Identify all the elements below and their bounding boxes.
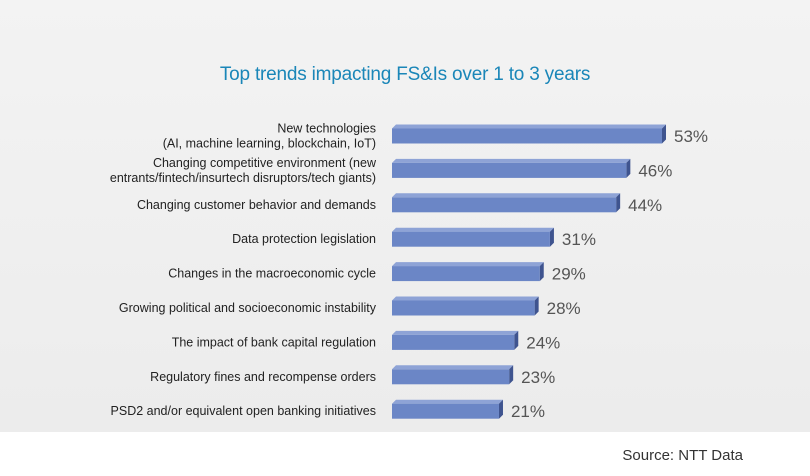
bar [392, 334, 515, 350]
chart-panel [0, 0, 810, 432]
value-label: 23% [521, 368, 555, 387]
bar [392, 403, 499, 419]
bar-top-face [392, 124, 666, 129]
category-label: New technologies [277, 122, 376, 136]
bar-side-face [514, 330, 519, 350]
bar-top-face [392, 399, 503, 404]
bar-top-face [392, 158, 631, 163]
value-label: 46% [638, 161, 672, 180]
bar [392, 266, 540, 282]
bar-side-face [616, 193, 621, 213]
category-label: Data protection legislation [232, 232, 376, 246]
category-label: entrants/fintech/insurtech disruptors/te… [110, 171, 376, 185]
source-note: Source: NTT Data [622, 447, 743, 464]
bar-top-face [392, 330, 519, 335]
bar-side-face [662, 124, 666, 144]
value-label: 44% [628, 196, 662, 215]
bar-top-face [392, 227, 554, 232]
value-label: 28% [547, 299, 581, 318]
bar [392, 162, 627, 178]
category-label: The impact of bank capital regulation [172, 335, 376, 349]
bar-side-face [534, 296, 539, 316]
bar-top-face [392, 365, 514, 370]
category-label: Changing competitive environment (new [153, 156, 377, 170]
bar-side-face [509, 365, 514, 385]
value-label: 53% [674, 127, 708, 146]
bar-chart: 53% New technologies(AI, machine learning… [110, 122, 708, 422]
bar-side-face [539, 262, 544, 282]
bar [392, 197, 617, 213]
chart-title: Top trends impacting FS&Is over 1 to 3 y… [219, 64, 591, 85]
bar [392, 369, 510, 385]
bar-side-face [549, 227, 554, 247]
bar-side-face [498, 399, 503, 419]
value-label: 21% [511, 402, 545, 421]
bar-top-face [392, 262, 544, 267]
category-label: PSD2 and/or equivalent open banking init… [111, 404, 376, 418]
category-label: Changing customer behavior and demands [137, 198, 376, 212]
category-label: Changes in the macroeconomic cycle [168, 267, 376, 281]
bar [392, 300, 535, 316]
bar-side-face [626, 158, 631, 178]
value-label: 24% [526, 333, 560, 352]
bar-top-face [392, 296, 539, 301]
category-label: Regulatory fines and recompense orders [150, 370, 376, 384]
value-label: 31% [562, 230, 596, 249]
category-label: Growing political and socioeconomic inst… [119, 301, 377, 315]
bar [392, 128, 662, 144]
value-label: 29% [552, 265, 586, 284]
category-label: (AI, machine learning, blockchain, IoT) [163, 137, 376, 151]
bar-top-face [392, 193, 621, 198]
bar [392, 231, 550, 247]
